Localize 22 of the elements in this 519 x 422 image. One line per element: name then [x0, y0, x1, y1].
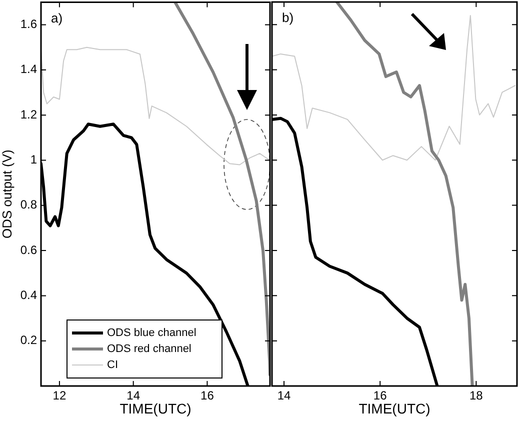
y-tick-label: 0.8: [20, 198, 38, 212]
y-tick-label: 1.6: [20, 17, 38, 32]
y-tick-label: 0.2: [20, 333, 38, 348]
legend-label: ODS red channel: [107, 343, 192, 356]
annotation: a): [51, 10, 63, 26]
y-axis-title: ODS output (V): [0, 150, 14, 239]
x-axis-title: TIME(UTC): [358, 400, 430, 416]
y-tick-label: 0.4: [20, 288, 38, 302]
x-tick-label: 14: [277, 388, 292, 403]
annotation: b): [282, 10, 294, 26]
legend-label: CI: [107, 359, 118, 372]
x-axis-title: TIME(UTC): [120, 400, 192, 416]
y-tick-label: 1.2: [20, 107, 38, 122]
x-tick-label: 14: [126, 388, 140, 403]
x-tick-label: 16: [373, 388, 388, 403]
y-tick-label: 1.4: [20, 62, 38, 76]
y-tick-label: 1: [30, 152, 38, 167]
x-tick-label: 18: [469, 388, 484, 403]
x-tick-label: 12: [52, 388, 66, 403]
legend-label: ODS blue channel: [107, 327, 196, 340]
y-tick-label: 0.6: [20, 242, 38, 257]
x-tick-label: 16: [200, 388, 214, 403]
